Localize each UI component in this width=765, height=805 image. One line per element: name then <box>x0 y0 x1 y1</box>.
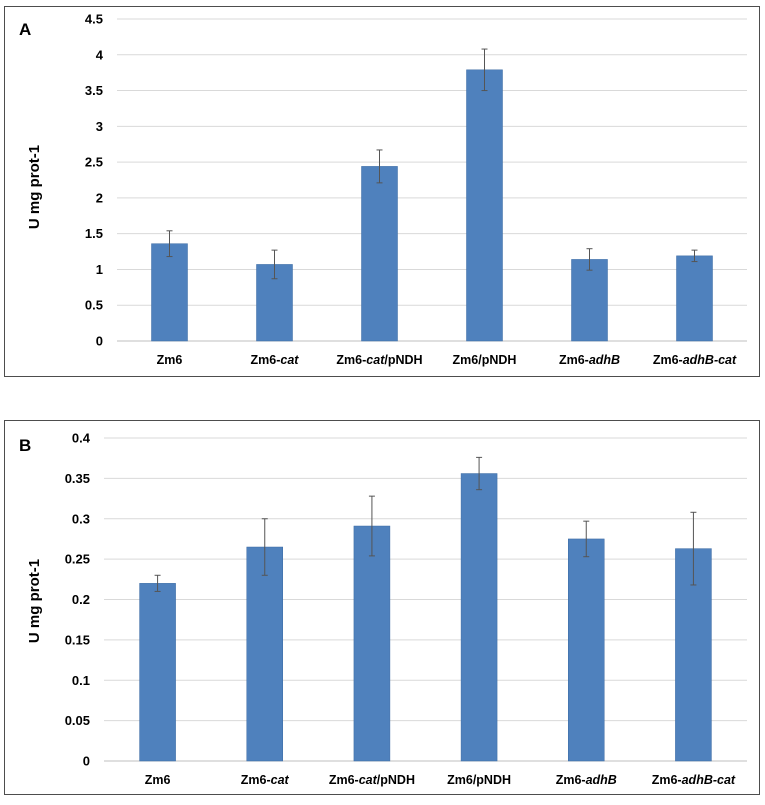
y-tick-label-a: 0 <box>96 334 103 349</box>
category-label-a-2: Zm6-cat <box>251 353 300 367</box>
bar-chart-a: A U mg prot-1 0 0.5 1 1.5 2 2.5 3 3.5 4 4.5 Zm6 Zm6… <box>19 12 747 367</box>
y-tick-label-a: 3.5 <box>85 83 103 98</box>
y-tick-label-b: 0.25 <box>65 552 90 567</box>
chart-panel-a: A U mg prot-1 0 0.5 1 1.5 2 2.5 3 3.5 4 4.5 Zm6 Zm6… <box>4 6 760 377</box>
panel-letter-b: B <box>19 436 31 455</box>
category-label-b-1: Zm6 <box>145 773 171 787</box>
bar-a-3 <box>361 166 398 342</box>
error-bar-a-1 <box>166 230 173 258</box>
error-bar-a-4 <box>481 48 488 92</box>
error-bar-b-5 <box>583 520 590 558</box>
y-tick-label-a: 4.5 <box>85 12 103 27</box>
bar-a-1 <box>151 243 188 342</box>
bar-a-6 <box>676 255 713 342</box>
y-axis-label-a: U mg prot-1 <box>26 145 43 229</box>
category-label-b-3: Zm6-cat/pNDH <box>329 773 415 787</box>
error-bar-a-3 <box>376 149 383 184</box>
y-tick-label-a: 3 <box>96 119 103 134</box>
category-label-b-5: Zm6-adhB <box>556 773 617 787</box>
y-tick-label-a: 1.5 <box>85 226 103 241</box>
category-label-a-4: Zm6/pNDH <box>453 353 517 367</box>
error-bar-a-6 <box>691 249 698 263</box>
category-label-b-6: Zm6-adhB-cat <box>652 773 736 787</box>
y-tick-label-b: 0.05 <box>65 713 90 728</box>
category-label-a-6: Zm6-adhB-cat <box>653 353 737 367</box>
y-tick-label-a: 0.5 <box>85 298 103 313</box>
error-bar-a-2 <box>271 249 278 280</box>
y-tick-label-b: 0.3 <box>72 511 90 526</box>
y-tick-label-b: 0.4 <box>72 431 91 446</box>
y-tick-label-a: 1 <box>96 262 103 277</box>
bar-b-3 <box>353 525 391 762</box>
error-bar-b-2 <box>261 518 268 576</box>
bar-a-4 <box>466 69 503 342</box>
bar-b-4 <box>460 473 498 762</box>
error-bar-b-6 <box>690 511 697 586</box>
y-tick-label-b: 0.1 <box>72 673 90 688</box>
y-tick-label-b: 0.2 <box>72 592 90 607</box>
bar-b-2 <box>246 546 283 762</box>
y-tick-label-a: 4 <box>96 47 104 62</box>
category-label-a-5: Zm6-adhB <box>559 353 620 367</box>
y-axis-label-b: U mg prot-1 <box>26 559 43 643</box>
chart-panel-b: B U mg prot-1 0 0.05 0.1 0.15 0.2 0.25 0.3 0.35… <box>4 420 760 795</box>
category-label-b-2: Zm6-cat <box>241 773 290 787</box>
bar-b-5 <box>568 538 605 762</box>
y-tick-label-a: 2 <box>96 190 103 205</box>
error-bar-a-5 <box>586 248 593 271</box>
bar-chart-b: B U mg prot-1 0 0.05 0.1 0.15 0.2 0.25 0.3 0.35… <box>19 431 747 787</box>
y-tick-label-a: 2.5 <box>85 155 103 170</box>
bar-b-1 <box>139 583 176 762</box>
y-tick-label-b: 0.15 <box>65 632 90 647</box>
y-tick-label-b: 0.35 <box>65 471 90 486</box>
category-label-b-4: Zm6/pNDH <box>447 773 511 787</box>
y-tick-label-b: 0 <box>83 754 90 769</box>
category-label-a-1: Zm6 <box>157 353 183 367</box>
error-bar-b-4 <box>476 456 483 491</box>
bar-a-5 <box>571 259 608 342</box>
panel-letter-a: A <box>19 20 31 39</box>
error-bar-b-1 <box>154 574 161 592</box>
error-bar-b-3 <box>368 495 375 557</box>
category-label-a-3: Zm6-cat/pNDH <box>336 353 422 367</box>
